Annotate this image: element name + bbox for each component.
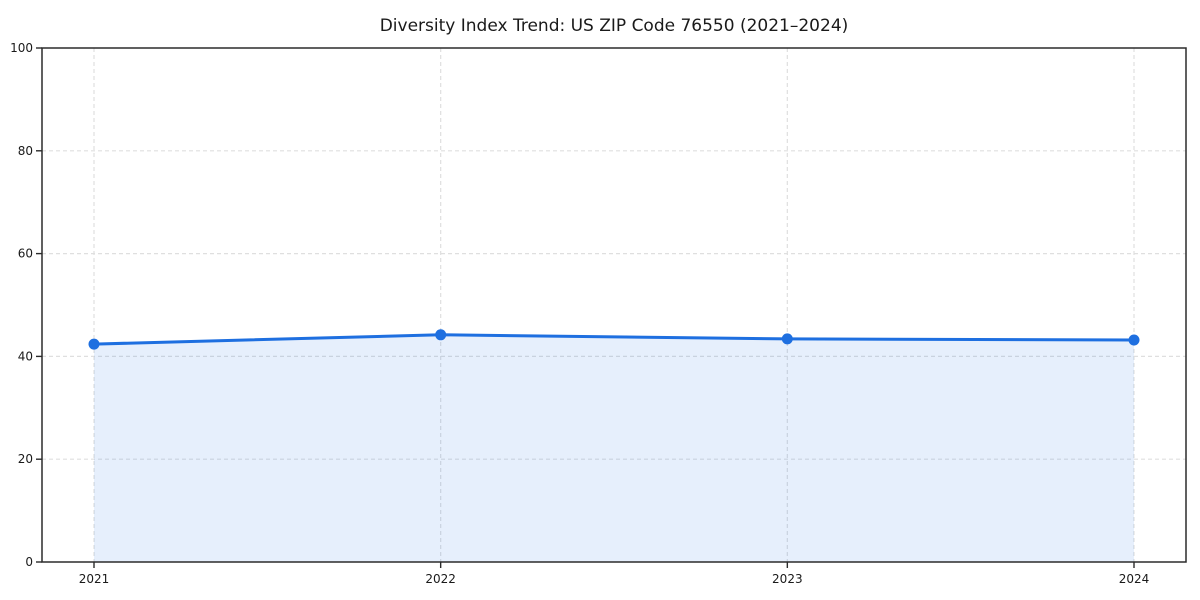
tick-labels: 2021 2022 2023 2024 0 20 40 60 80 100 bbox=[10, 41, 1149, 586]
y-tick-label: 60 bbox=[18, 247, 33, 261]
y-tick-label: 100 bbox=[10, 41, 33, 55]
trend-line-layer bbox=[92, 333, 1136, 346]
y-tick-label: 80 bbox=[18, 144, 33, 158]
tick-marks bbox=[36, 47, 1135, 568]
y-tick-label: 0 bbox=[25, 555, 33, 569]
x-tick-label: 2023 bbox=[772, 572, 803, 586]
grid-layer bbox=[42, 48, 1186, 562]
x-tick-label: 2021 bbox=[79, 572, 110, 586]
y-tick-label: 20 bbox=[18, 452, 33, 466]
area-fill-layer bbox=[94, 334, 1134, 562]
x-tick-label: 2022 bbox=[425, 572, 456, 586]
x-tick-label: 2024 bbox=[1119, 572, 1150, 586]
y-tick-label: 40 bbox=[18, 349, 33, 363]
axis-spines bbox=[41, 47, 1187, 563]
chart-title: Diversity Index Trend: US ZIP Code 76550… bbox=[380, 16, 849, 36]
data-point-markers bbox=[88, 329, 1140, 350]
